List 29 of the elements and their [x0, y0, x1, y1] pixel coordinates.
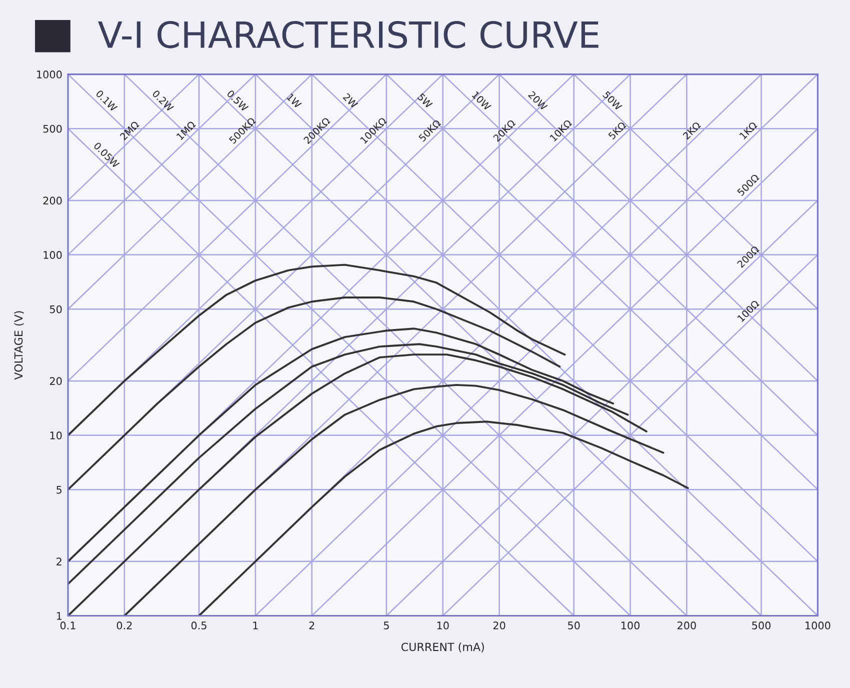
x-tick-label: 0.5 — [191, 622, 206, 630]
text: 1W — [286, 93, 302, 108]
y-tick-label: 10 — [50, 432, 62, 440]
x-tick-label: 100 — [621, 622, 640, 630]
y-tick-label: 2 — [56, 558, 62, 566]
x-tick-label: 5 — [384, 622, 389, 630]
y-axis-title: VOLTAGE (V) — [14, 311, 24, 380]
x-tick-label: 10 — [437, 622, 449, 630]
x-tick-label: 200 — [678, 622, 696, 630]
y-tick-label: 100 — [44, 251, 62, 259]
x-tick-label: 1000 — [806, 622, 830, 630]
x-tick-label: 20 — [493, 622, 506, 630]
text: 2W — [342, 92, 358, 108]
y-tick-label: 1000 — [37, 70, 62, 78]
y-tick-label: 20 — [50, 377, 62, 386]
x-tick-label: 50 — [568, 622, 580, 630]
x-tick-label: 500 — [752, 622, 771, 630]
y-tick-label: 5 — [56, 486, 62, 494]
y-tick-label: 200 — [43, 196, 62, 205]
x-tick-label: 0.2 — [116, 622, 132, 630]
chart-title: V-I CHARACTERISTIC CURVE — [98, 21, 598, 48]
y-tick-label: 1 — [56, 612, 62, 620]
text: 5W — [417, 93, 433, 109]
x-tick-label: 2 — [309, 622, 314, 630]
x-tick-label: 0.1 — [60, 622, 76, 630]
x-axis-title: CURRENT (mA) — [401, 642, 484, 652]
y-tick-label: 50 — [50, 305, 62, 314]
x-tick-label: 1 — [253, 622, 258, 630]
y-tick-label: 500 — [43, 124, 62, 133]
